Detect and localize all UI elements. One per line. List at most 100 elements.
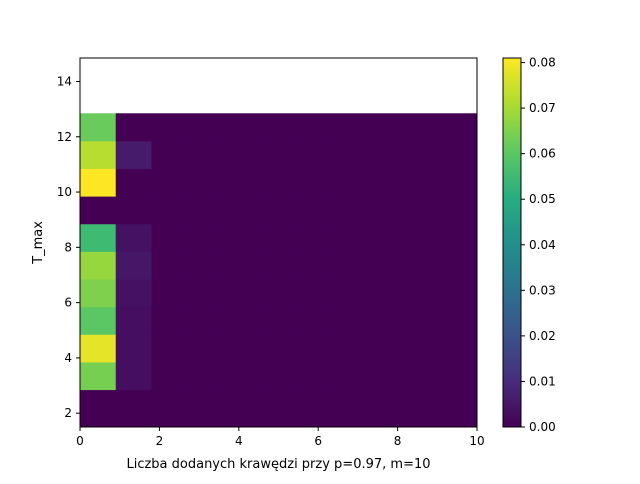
colorbar-tick-label: 0.04 — [529, 238, 556, 252]
x-tick-label: 4 — [235, 434, 243, 448]
heatmap-cell — [401, 334, 438, 363]
heatmap-cell — [222, 279, 260, 308]
heatmap-cell — [80, 389, 117, 428]
heatmap-cell — [258, 334, 295, 363]
x-tick-label: 8 — [394, 434, 402, 448]
heatmap-cell — [437, 334, 478, 363]
heatmap-cell — [437, 168, 478, 197]
heatmap-cell — [294, 306, 331, 335]
heatmap-cell — [258, 113, 295, 142]
heatmap-cell — [151, 334, 188, 363]
heatmap-cell — [258, 196, 295, 225]
y-tick-label: 2 — [64, 406, 72, 420]
heatmap-cell — [258, 168, 295, 197]
heatmap-cell — [222, 334, 260, 363]
heatmap-cell — [330, 334, 367, 363]
heatmap-cell — [365, 334, 402, 363]
x-axis-label: Liczba dodanych krawędzi przy p=0.97, m=… — [126, 457, 430, 472]
heatmap-cell — [151, 251, 188, 280]
heatmap-cell — [330, 251, 367, 280]
heatmap-cell — [330, 140, 367, 169]
colorbar-axis: 0.00 0.01 0.02 0.03 0.04 0.05 0.06 0.07 0.08 — [521, 56, 556, 434]
heatmap-cell — [187, 389, 224, 428]
colorbar-tick-label: 0.05 — [529, 192, 556, 206]
heatmap-cell — [330, 168, 367, 197]
heatmap-cell — [437, 362, 478, 391]
heatmap-cell — [437, 279, 478, 308]
heatmap-cell — [294, 389, 331, 428]
colorbar-tick-label: 0.00 — [529, 420, 556, 434]
heatmap-cell — [187, 279, 224, 308]
heatmap-cell — [294, 334, 331, 363]
x-axis: 0 2 4 6 8 10 — [76, 427, 485, 448]
heatmap-cell — [151, 113, 188, 142]
heatmap-cell — [80, 168, 117, 197]
heatmap-cell — [80, 251, 117, 280]
x-tick-label: 0 — [76, 434, 84, 448]
heatmap-cell — [330, 362, 367, 391]
heatmap-cell — [365, 168, 402, 197]
heatmap-cell — [80, 306, 117, 335]
heatmap-cell — [294, 196, 331, 225]
heatmap-cell — [330, 196, 367, 225]
y-tick-label: 10 — [57, 185, 72, 199]
colorbar-tick-label: 0.06 — [529, 147, 556, 161]
heatmap-cell — [294, 251, 331, 280]
heatmap-cell — [401, 168, 438, 197]
heatmap-cell — [437, 389, 478, 428]
heatmap-cell — [294, 279, 331, 308]
heatmap-cell — [258, 251, 295, 280]
heatmap-cell — [80, 334, 117, 363]
heatmap-cell — [80, 140, 117, 169]
heatmap-cell — [187, 168, 224, 197]
heatmap-cell — [115, 389, 152, 428]
x-tick-label: 2 — [156, 434, 164, 448]
heatmap-cell — [151, 306, 188, 335]
heatmap-cell — [80, 223, 117, 252]
heatmap-cell — [222, 251, 260, 280]
heatmap-cell — [115, 140, 152, 169]
heatmap-cell — [222, 389, 260, 428]
heatmap-cell — [437, 140, 478, 169]
heatmap-cell — [187, 251, 224, 280]
y-axis-label: T_max — [31, 221, 46, 265]
heatmap-cell — [222, 168, 260, 197]
heatmap-cell — [401, 279, 438, 308]
heatmap-cell — [151, 168, 188, 197]
heatmap-cell — [365, 113, 402, 142]
heatmap-cell — [80, 196, 117, 225]
y-tick-label: 8 — [64, 240, 72, 254]
heatmap-cell — [258, 362, 295, 391]
heatmap-cell — [437, 113, 478, 142]
colorbar-tick-label: 0.01 — [529, 374, 556, 388]
heatmap-cell — [365, 279, 402, 308]
heatmap-cell — [330, 306, 367, 335]
heatmap-cell — [187, 362, 224, 391]
heatmap-cell — [401, 362, 438, 391]
heatmap-cell — [115, 306, 152, 335]
heatmap-cell — [330, 389, 367, 428]
heatmap-cell — [115, 251, 152, 280]
heatmap-cell — [401, 140, 438, 169]
heatmap-cell — [187, 306, 224, 335]
heatmap-cell — [437, 306, 478, 335]
heatmap-cell — [187, 140, 224, 169]
heatmap-cell — [80, 362, 117, 391]
y-tick-label: 12 — [57, 130, 72, 144]
heatmap-cell — [115, 279, 152, 308]
heatmap-cell — [401, 113, 438, 142]
y-axis: 2 4 6 8 10 12 14 — [57, 74, 80, 420]
heatmap-cell — [222, 223, 260, 252]
heatmap-cells — [80, 113, 478, 428]
heatmap-cell — [365, 389, 402, 428]
heatmap-cell — [294, 113, 331, 142]
heatmap-cell — [437, 196, 478, 225]
heatmap-cell — [365, 251, 402, 280]
heatmap-cell — [151, 196, 188, 225]
heatmap-cell — [151, 140, 188, 169]
colorbar-tick-label: 0.02 — [529, 329, 556, 343]
heatmap-cell — [258, 306, 295, 335]
heatmap-cell — [330, 279, 367, 308]
y-tick-label: 6 — [64, 296, 72, 310]
